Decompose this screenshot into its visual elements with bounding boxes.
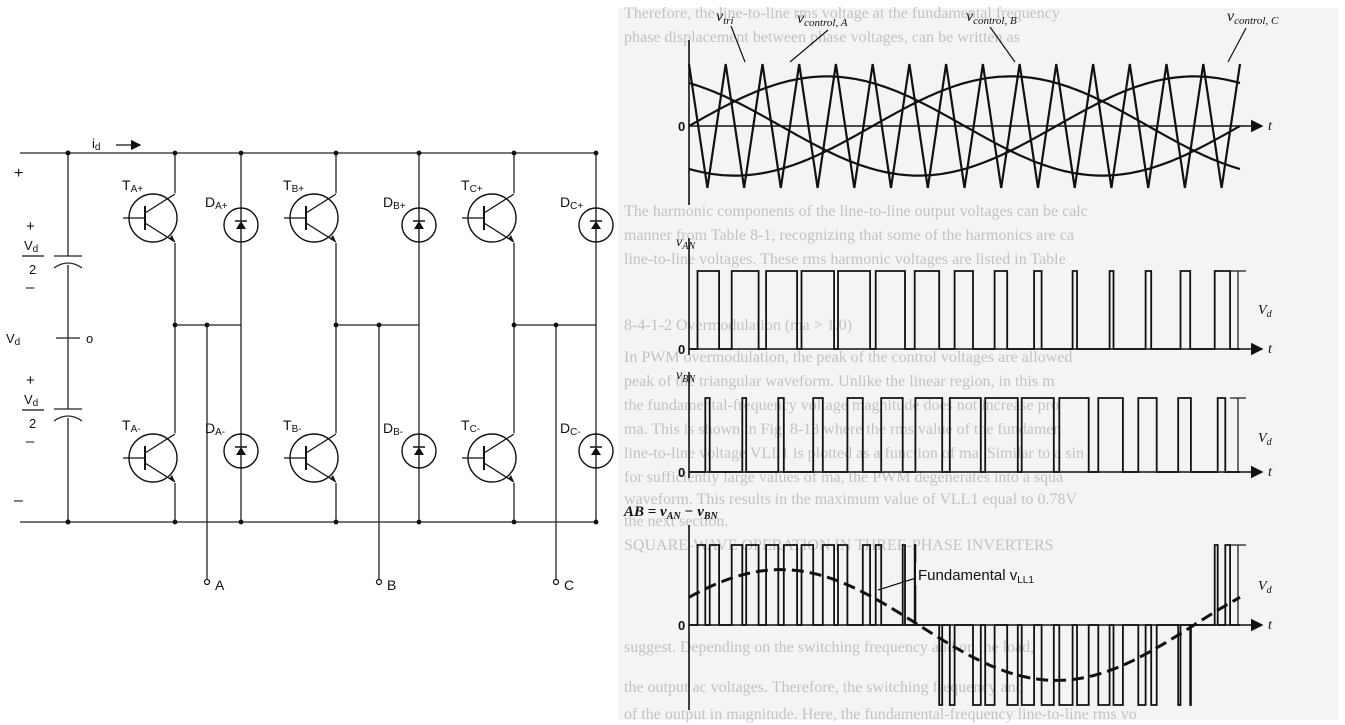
dc-voltage-label: Vd xyxy=(6,331,20,348)
diode-label-cplus: DC+ xyxy=(560,194,583,212)
faded-line: suggest. Depending on the switching freq… xyxy=(624,639,1034,656)
panel3-vd: Vd xyxy=(1258,431,1273,448)
faded-line: line-to-line voltage VLL1 is plotted as … xyxy=(624,445,1084,462)
upper-cap-two: 2 xyxy=(29,262,36,277)
control-b-wave xyxy=(688,75,1241,177)
igbt-switch-1 xyxy=(284,193,339,243)
diode-label-aplus: DA+ xyxy=(205,194,228,212)
faded-line: 8-4-1-2 Overmodulation (ma > 1.0) xyxy=(624,317,852,334)
igbt-switch-0 xyxy=(123,193,178,243)
faded-line: the output ac voltages. Therefore, the s… xyxy=(624,679,1024,696)
switch-label-bminus: TB- xyxy=(283,417,302,435)
output-label-b: B xyxy=(387,577,396,593)
diode-0 xyxy=(223,207,259,243)
faded-line: waveform. This results in the maximum va… xyxy=(624,491,1078,508)
diode-label-bplus: DB+ xyxy=(383,194,406,212)
faded-line: the next section. xyxy=(624,513,728,530)
vtri-label: vtri xyxy=(716,8,734,27)
faded-line: phase displacement between phase voltage… xyxy=(624,29,1020,46)
switch-label-aminus: TA- xyxy=(122,417,141,435)
vbn-label: vBN xyxy=(676,368,696,385)
terminal-a xyxy=(203,578,211,586)
diode-3 xyxy=(223,433,259,469)
panel2-zero: 0 xyxy=(678,342,685,357)
switch-label-bplus: TB+ xyxy=(283,177,304,195)
igbt-switch-5 xyxy=(462,433,517,483)
faded-line: The harmonic components of the line-to-l… xyxy=(624,203,1088,220)
output-label-a: A xyxy=(215,577,225,593)
inverter-leg-a: A TA+ TA- DA+ DA- xyxy=(122,150,259,593)
panel4-t: t xyxy=(1268,618,1273,633)
triangle-carrier xyxy=(687,63,1242,189)
diode-label-aminus: DA- xyxy=(205,420,225,438)
igbt-switch-4 xyxy=(284,433,339,483)
vab-label: AB = vAN − vBN xyxy=(623,504,719,522)
switch-label-cminus: TC- xyxy=(461,417,480,435)
terminal-c xyxy=(552,578,560,586)
rail-plus: + xyxy=(14,165,23,182)
faded-line: In PWM overmodulation, the peak of the c… xyxy=(624,349,1072,366)
diode-1 xyxy=(401,207,437,243)
panel3-zero: 0 xyxy=(678,465,685,480)
lower-cap-two: 2 xyxy=(29,416,36,431)
switch-label-cplus: TC+ xyxy=(461,177,483,195)
inverter-leg-b: B TB+ TB- DB+ DB- xyxy=(283,150,437,593)
pwm-waveforms-panel: Therefore, the line-to-line rms voltage … xyxy=(618,5,1338,723)
diode-2 xyxy=(578,207,614,243)
vcontrol-c-label: vcontrol, C xyxy=(1227,8,1279,27)
igbt-switch-3 xyxy=(123,433,178,483)
van-label: vAN xyxy=(676,235,696,252)
panel1-t: t xyxy=(1268,119,1273,134)
panel2-vd: Vd xyxy=(1258,303,1273,320)
vab-pulses xyxy=(689,544,1240,706)
faded-line: for sufficiently large values of ma, the… xyxy=(624,469,1063,486)
faded-line: ma. This is shown in Fig. 8-13 where the… xyxy=(624,421,1061,438)
control-c-wave xyxy=(688,75,1241,177)
faded-line: of the output in magnitude. Here, the fu… xyxy=(624,706,1137,723)
terminal-b xyxy=(375,578,383,586)
control-a-wave xyxy=(688,75,1241,177)
rail-minus: – xyxy=(14,492,23,509)
diode-label-cminus: DC- xyxy=(560,420,581,438)
upper-cap-plus: + xyxy=(26,218,35,235)
faded-line: line-to-line voltages. These rms harmoni… xyxy=(624,251,1066,268)
panel3-t: t xyxy=(1268,465,1273,480)
inverter-leg-c: C TC+ TC- DC+ DC- xyxy=(461,150,614,593)
lower-cap-vd: Vd xyxy=(24,392,38,409)
midpoint-label: o xyxy=(86,331,93,346)
vbn-pulses xyxy=(689,397,1240,473)
upper-cap-minus: – xyxy=(26,279,35,296)
faded-line: manner from Table 8-1, recognizing that … xyxy=(624,227,1074,244)
fundamental-vll1-wave xyxy=(688,568,1241,682)
diode-4 xyxy=(401,433,437,469)
vcontrol-b-label: vcontrol, B xyxy=(966,8,1017,27)
vcontrol-a-label: vcontrol, A xyxy=(797,10,848,29)
output-label-c: C xyxy=(564,577,574,593)
current-label: id xyxy=(92,136,100,153)
igbt-switch-2 xyxy=(462,193,517,243)
faded-line: peak of the triangular waveform. Unlike … xyxy=(624,373,1055,390)
inverter-circuit: id + – + Vd 2 – + Vd 2 – Vd o A TA+ TA- DA+… xyxy=(6,136,614,593)
panel4-vd: Vd xyxy=(1258,579,1273,596)
lower-cap-minus: – xyxy=(26,433,35,450)
van-pulses xyxy=(689,270,1240,350)
switch-label-aplus: TA+ xyxy=(122,177,143,195)
faded-line: Therefore, the line-to-line rms voltage … xyxy=(624,5,1060,22)
panel4-zero: 0 xyxy=(678,618,685,633)
lower-cap-plus: + xyxy=(26,372,35,389)
diode-5 xyxy=(578,433,614,469)
panel1-zero: 0 xyxy=(678,119,685,134)
diode-label-bminus: DB- xyxy=(383,420,403,438)
upper-cap-vd: Vd xyxy=(24,238,38,255)
fundamental-label: Fundamental vLL1 xyxy=(918,567,1034,586)
panel2-t: t xyxy=(1268,342,1273,357)
